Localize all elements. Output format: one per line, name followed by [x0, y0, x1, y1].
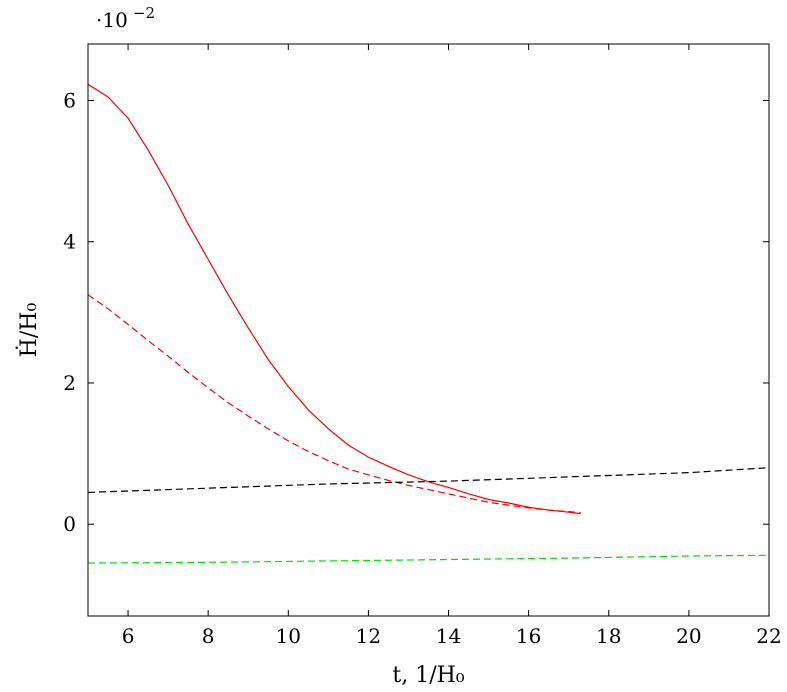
y-tick-label: 4	[63, 230, 76, 254]
x-axis-label: t, 1/H₀	[392, 663, 464, 688]
labels-layer: t, 1/H₀ Ḣ/H₀ ·10 −2	[15, 4, 465, 688]
x-tick-label: 12	[356, 624, 381, 648]
y-tick-label: 6	[63, 88, 76, 112]
x-tick-label: 20	[676, 624, 701, 648]
series-layer	[87, 83, 770, 564]
series-line-4	[87, 554, 770, 564]
y-tick-label: 2	[63, 371, 76, 395]
x-tick-label: 16	[516, 624, 541, 648]
x-tick-label: 6	[122, 624, 135, 648]
ticks-layer: 6 8 10 12 14 16 18 20 22 0 2 4 6	[63, 44, 782, 648]
y-axis-label: Ḣ/H₀	[15, 303, 42, 358]
series-line-2	[87, 294, 581, 514]
series-line-1	[87, 83, 581, 515]
x-tick-label: 18	[596, 624, 621, 648]
y-tick-label: 0	[63, 512, 76, 536]
y-scale-exponent: −2	[133, 4, 155, 22]
x-tick-label: 14	[436, 624, 461, 648]
series-line-3	[87, 467, 770, 494]
x-tick-label: 22	[756, 624, 781, 648]
y-scale-base: ·10	[96, 8, 128, 32]
y-scale-label: ·10 −2	[96, 4, 155, 32]
plot-frame	[87, 43, 770, 617]
x-tick-label: 10	[276, 624, 301, 648]
x-tick-label: 8	[202, 624, 215, 648]
